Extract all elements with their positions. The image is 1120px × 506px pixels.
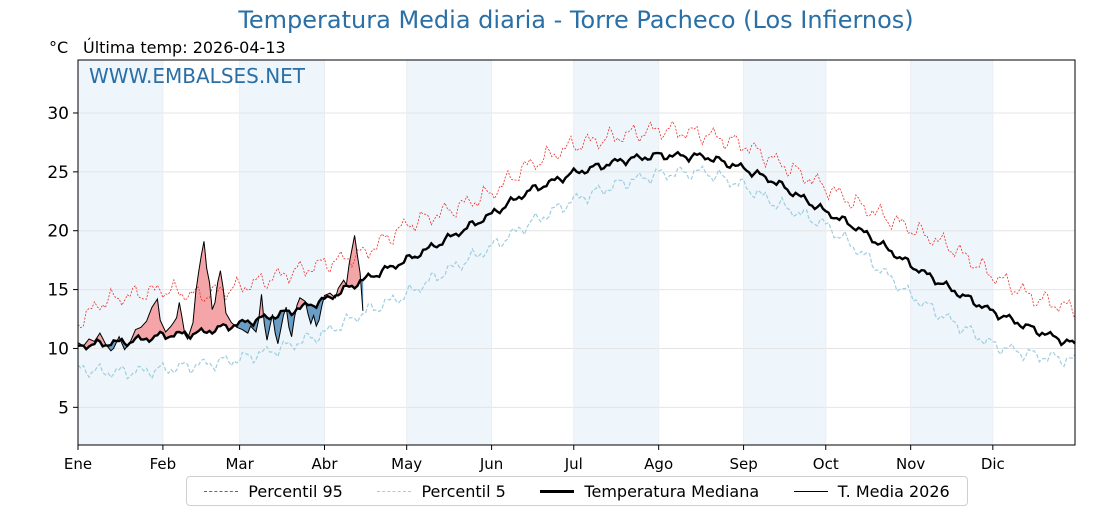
month-band-4	[406, 60, 492, 445]
legend-swatch-median	[540, 489, 575, 493]
legend-swatch-current	[793, 490, 828, 492]
legend-label-median: Temperatura Mediana	[584, 481, 760, 501]
legend-swatch-p95	[204, 490, 239, 492]
series-lines	[77, 120, 1076, 380]
legend-item-p95: Percentil 95	[204, 482, 343, 501]
deviation-fill-27	[151, 302, 155, 341]
y-tick-label-1: 10	[47, 339, 69, 359]
legend-label-p5: Percentil 5	[421, 481, 506, 501]
month-band-0	[78, 60, 163, 445]
x-tick-label-6: Jul	[564, 455, 583, 473]
chart-title: Temperatura Media diaria - Torre Pacheco…	[238, 6, 914, 34]
legend-swatch-p5	[377, 490, 412, 492]
y-tick-label-2: 15	[47, 281, 69, 301]
x-tick-label-4: May	[391, 455, 422, 473]
legend-item-current: T. Media 2026	[793, 481, 950, 501]
legend-label-p95: Percentil 95	[248, 481, 343, 501]
y-axis: 5 10 15 20 25 30	[47, 104, 78, 418]
x-axis: Ene Feb Mar Abr May Jun Jul Ago Sep Oct Nov Dic	[64, 445, 1005, 473]
month-band-10	[910, 60, 993, 445]
x-tick-label-11: Dic	[981, 455, 1005, 473]
x-tick-label-7: Ago	[644, 455, 673, 473]
month-band-8	[743, 60, 826, 445]
series-line-current	[77, 235, 364, 352]
y-tick-label-0: 5	[58, 398, 69, 418]
x-tick-label-3: Abr	[312, 455, 339, 473]
month-band-6	[573, 60, 659, 445]
deviation-fill-28	[154, 298, 158, 337]
legend: Percentil 95 Percentil 5 Temperatura Med…	[186, 476, 968, 506]
unit-label: °C	[49, 38, 69, 57]
x-tick-label-2: Mar	[225, 455, 254, 473]
x-tick-label-10: Nov	[896, 455, 925, 473]
x-tick-label-1: Feb	[150, 455, 177, 473]
series-line-p95	[77, 120, 1076, 329]
plot-frame	[77, 59, 1076, 446]
x-tick-label-0: Ene	[64, 455, 92, 473]
last-temp-label: Última temp: 2026-04-13	[83, 38, 286, 57]
watermark-text: WWW.EMBALSES.NET	[89, 64, 306, 88]
series-line-p5	[77, 165, 1076, 380]
y-tick-label-4: 25	[47, 163, 69, 183]
month-band-2	[239, 60, 325, 445]
x-tick-label-5: Jun	[479, 455, 503, 473]
series-line-median	[77, 150, 1076, 351]
legend-item-median: Temperatura Mediana	[540, 482, 759, 501]
y-tick-label-3: 20	[47, 222, 69, 242]
legend-item-p5: Percentil 5	[377, 481, 506, 501]
legend-label-current: T. Media 2026	[837, 481, 950, 501]
x-tick-label-8: Sep	[729, 455, 757, 473]
x-tick-label-9: Oct	[813, 455, 839, 473]
y-tick-label-5: 30	[47, 104, 69, 124]
